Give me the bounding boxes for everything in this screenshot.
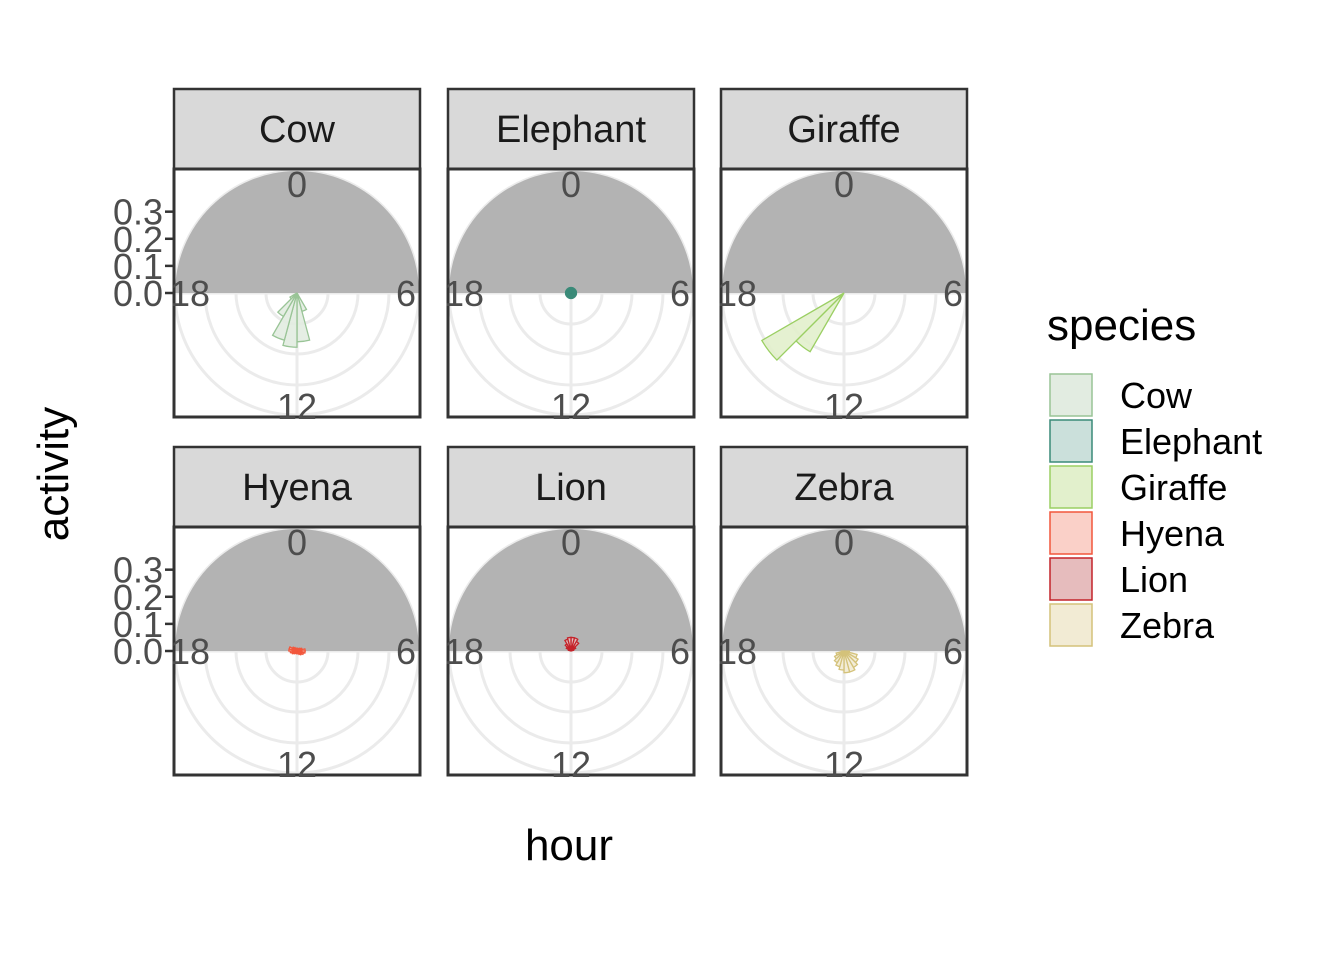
plot-area-cow (174, 169, 420, 417)
panel-border-giraffe (719, 167, 969, 419)
legend-title: species (1047, 301, 1196, 350)
strip-elephant (446, 87, 696, 171)
legend-items: Cow Elephant Giraffe Hyena Lion Zebra (1049, 373, 1262, 647)
angle-tick-label: 6 (670, 631, 690, 672)
angle-tick-label: 18 (170, 631, 210, 672)
angle-tick-label: 6 (396, 273, 416, 314)
panel-hyena: Hyena 0 6 12 180.00.10.20.3 (113, 445, 422, 785)
night-band (722, 529, 966, 651)
night-band (175, 171, 419, 293)
legend-label-giraffe: Giraffe (1120, 467, 1227, 508)
legend-label-zebra: Zebra (1120, 605, 1215, 646)
legend-key-giraffe (1049, 465, 1093, 509)
plot-area-lion (448, 527, 694, 775)
panel-border-zebra (719, 525, 969, 777)
angle-tick-label: 18 (717, 273, 757, 314)
panel-giraffe: Giraffe 0 6 12 18 (717, 87, 969, 427)
legend-key-lion (1049, 557, 1093, 601)
strip-hyena (172, 445, 422, 529)
angle-tick-label: 0 (834, 164, 854, 205)
angle-tick-label: 6 (396, 631, 416, 672)
night-band (175, 529, 419, 651)
legend-label-hyena: Hyena (1120, 513, 1225, 554)
strip-giraffe (719, 87, 969, 171)
angle-tick-label: 18 (717, 631, 757, 672)
panel-lion: Lion 0 6 12 18 (444, 445, 696, 785)
radial-tick-label: 0.0 (113, 273, 163, 314)
bar-zebra-hour-11 (843, 650, 851, 674)
angle-tick-label: 0 (287, 522, 307, 563)
panel-cow: Cow 0 6 12 180.00.10.20.3 (113, 87, 422, 427)
plot-area-zebra (721, 527, 967, 775)
angle-tick-label: 12 (551, 744, 591, 785)
radial-tick-label: 0.3 (113, 550, 163, 591)
strip-label-hyena: Hyena (242, 467, 353, 509)
angle-tick-label: 0 (287, 164, 307, 205)
night-band (722, 171, 966, 293)
bar-lion-hour-4 (570, 648, 575, 652)
radial-tick-label: 0.3 (113, 192, 163, 233)
plot-area-hyena (174, 527, 420, 775)
bar-cow-hour-15 (289, 292, 298, 300)
strip-lion (446, 445, 696, 529)
strip-zebra (719, 445, 969, 529)
plot-area-giraffe (721, 169, 967, 417)
facet-panels: Cow0612180.00.10.20.3Elephant061218Giraf… (113, 87, 969, 785)
radial-tick-label: 0.1 (113, 604, 163, 645)
strip-label-elephant: Elephant (496, 109, 646, 151)
legend-key-cow (1049, 373, 1093, 417)
strip-label-giraffe: Giraffe (787, 109, 900, 151)
angle-tick-label: 12 (551, 386, 591, 427)
strip-label-lion: Lion (535, 467, 607, 509)
bar-elephant-hour-23 (568, 286, 572, 294)
angle-tick-label: 18 (444, 631, 484, 672)
angle-tick-label: 12 (824, 744, 864, 785)
x-axis-title: hour (525, 821, 613, 870)
panel-border-lion (446, 525, 696, 777)
legend-key-elephant (1049, 419, 1093, 463)
plot-area-elephant (448, 169, 694, 417)
radial-tick-label: 0.1 (113, 246, 163, 287)
legend: species Cow Elephant Giraffe Hyena Lion Zebra (1047, 301, 1262, 647)
angle-tick-label: 0 (834, 522, 854, 563)
panel-zebra: Zebra 0 6 12 18 (717, 445, 969, 785)
radial-tick-label: 0.0 (113, 631, 163, 672)
legend-label-elephant: Elephant (1120, 421, 1262, 462)
strip-label-zebra: Zebra (794, 467, 894, 509)
legend-key-hyena (1049, 511, 1093, 555)
angle-tick-label: 6 (943, 631, 963, 672)
angle-tick-label: 12 (824, 386, 864, 427)
legend-label-cow: Cow (1120, 375, 1193, 416)
bar-cow-hour-14 (276, 292, 298, 318)
angle-tick-label: 12 (277, 744, 317, 785)
strip-label-cow: Cow (259, 109, 336, 151)
radial-tick-label: 0.2 (113, 219, 163, 260)
bar-zebra-hour-17 (840, 650, 845, 653)
strip-cow (172, 87, 422, 171)
angle-tick-label: 18 (444, 273, 484, 314)
angle-tick-label: 18 (170, 273, 210, 314)
angle-tick-label: 0 (561, 164, 581, 205)
bar-lion-hour-23 (566, 636, 572, 652)
angle-tick-label: 6 (670, 273, 690, 314)
legend-key-zebra (1049, 603, 1093, 647)
panel-border-elephant (446, 167, 696, 419)
radial-tick-label: 0.2 (113, 577, 163, 618)
angle-tick-label: 0 (561, 522, 581, 563)
panel-elephant: Elephant 0 6 12 18 (444, 87, 696, 427)
angle-tick-label: 12 (277, 386, 317, 427)
legend-label-lion: Lion (1120, 559, 1188, 600)
night-band (449, 171, 693, 293)
night-band (449, 529, 693, 651)
y-axis-title: activity (29, 407, 78, 541)
bar-cow-hour-11 (296, 292, 311, 343)
bar-giraffe-hour-15 (760, 292, 845, 362)
bar-hyena-hour-23 (295, 647, 298, 652)
angle-tick-label: 6 (943, 273, 963, 314)
